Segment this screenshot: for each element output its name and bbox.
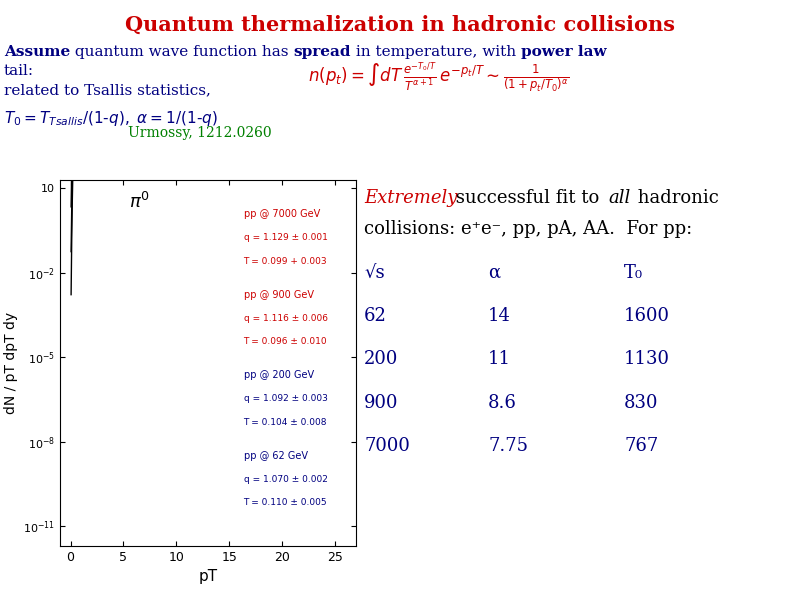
Text: q = 1.092 ± 0.003: q = 1.092 ± 0.003	[243, 394, 327, 403]
Text: spread: spread	[294, 45, 351, 59]
Text: 1600: 1600	[624, 307, 670, 325]
Text: T = 0.096 ± 0.010: T = 0.096 ± 0.010	[243, 337, 327, 346]
Text: pp @ 7000 GeV: pp @ 7000 GeV	[243, 209, 320, 219]
Text: all: all	[608, 189, 630, 207]
Text: Extremely: Extremely	[364, 189, 458, 207]
Text: Urmossy, 1212.0260: Urmossy, 1212.0260	[128, 126, 272, 140]
Text: 62: 62	[364, 307, 387, 325]
Text: T₀: T₀	[624, 264, 643, 282]
Text: $\pi^0$: $\pi^0$	[129, 192, 150, 212]
Text: 7.75: 7.75	[488, 437, 528, 455]
Text: tail:: tail:	[4, 64, 34, 78]
Text: Quantum thermalization in hadronic collisions: Quantum thermalization in hadronic colli…	[125, 15, 675, 35]
Text: in temperature, with: in temperature, with	[351, 45, 521, 59]
Text: 830: 830	[624, 394, 658, 412]
X-axis label: pT: pT	[198, 569, 218, 584]
Text: quantum wave function has: quantum wave function has	[70, 45, 294, 59]
Text: hadronic: hadronic	[632, 189, 719, 207]
Text: T = 0.104 ± 0.008: T = 0.104 ± 0.008	[243, 418, 327, 427]
Text: Assume: Assume	[4, 45, 70, 59]
Text: 200: 200	[364, 350, 398, 368]
Text: pp @ 200 GeV: pp @ 200 GeV	[243, 370, 314, 380]
Text: pp @ 900 GeV: pp @ 900 GeV	[243, 290, 314, 300]
Text: 1130: 1130	[624, 350, 670, 368]
Text: q = 1.116 ± 0.006: q = 1.116 ± 0.006	[243, 314, 327, 323]
Text: q = 1.129 ± 0.001: q = 1.129 ± 0.001	[243, 233, 327, 242]
Text: $T_0 = T_{Tsallis}/(1\text{-}q),\ \alpha=1/(1\text{-}q)$: $T_0 = T_{Tsallis}/(1\text{-}q),\ \alpha…	[4, 109, 218, 128]
Text: collisions: e⁺e⁻, pp, pA, AA.  For pp:: collisions: e⁺e⁻, pp, pA, AA. For pp:	[364, 220, 692, 238]
Text: 7000: 7000	[364, 437, 410, 455]
Text: 8.6: 8.6	[488, 394, 517, 412]
Text: T = 0.110 ± 0.005: T = 0.110 ± 0.005	[243, 499, 327, 508]
Text: α: α	[488, 264, 500, 282]
Y-axis label: dN / pT dpT dy: dN / pT dpT dy	[4, 312, 18, 414]
Text: pp @ 62 GeV: pp @ 62 GeV	[243, 451, 307, 461]
Text: √s: √s	[364, 264, 385, 282]
Text: related to Tsallis statistics,: related to Tsallis statistics,	[4, 83, 211, 97]
Text: power law: power law	[521, 45, 606, 59]
Text: 767: 767	[624, 437, 658, 455]
Text: 11: 11	[488, 350, 511, 368]
Text: T = 0.099 + 0.003: T = 0.099 + 0.003	[243, 257, 327, 266]
Text: $n(p_t) = \int dT\, \frac{e^{-T_0/T}}{T^{\alpha+1}}\, e^{-p_t/T} \sim \frac{1}{(: $n(p_t) = \int dT\, \frac{e^{-T_0/T}}{T^…	[308, 60, 570, 95]
Text: 14: 14	[488, 307, 511, 325]
Text: q = 1.070 ± 0.002: q = 1.070 ± 0.002	[243, 475, 327, 484]
Text: 900: 900	[364, 394, 398, 412]
Text: successful fit to: successful fit to	[450, 189, 606, 207]
